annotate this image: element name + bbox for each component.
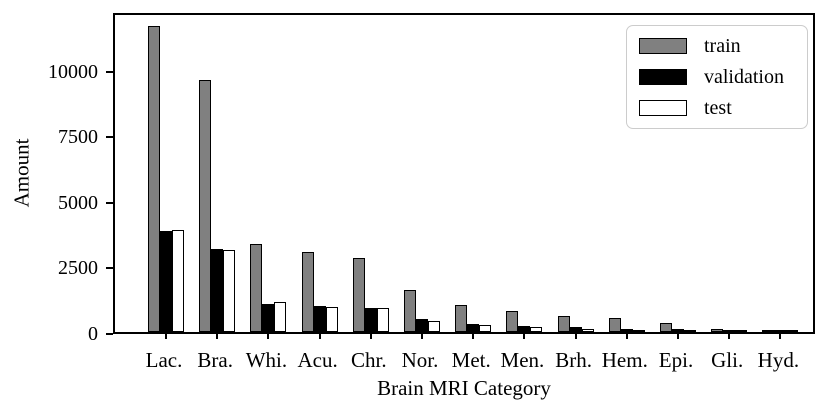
y-tick [106,70,113,73]
x-tick-label: Chr. [351,348,387,372]
bar-train-whi [250,244,263,332]
legend-swatch-validation [639,69,687,85]
legend-label-train: train [704,35,741,57]
bar-train-nor [404,289,416,332]
bar-test-brh [581,328,594,332]
x-tick-label: Gli. [711,348,744,372]
x-tick-label: Men. [500,348,545,372]
x-tick-label: Brh. [555,348,592,372]
y-tick-label: 0 [88,323,98,345]
bar-validation-bra [211,249,224,332]
x-tick [421,332,423,339]
y-tick [106,333,113,335]
x-tick [677,332,679,339]
x-tick [165,332,167,339]
bar-validation-men [518,325,531,332]
x-tick [728,332,731,339]
x-tick-label: Acu. [297,348,338,372]
bar-test-acu [325,307,338,332]
bar-train-lac [148,26,160,332]
y-tick-label: 10000 [48,60,98,83]
bar-train-bra [199,80,212,332]
bar-test-bra [223,249,236,332]
bar-train-acu [301,252,314,332]
bar-train-met [455,305,468,332]
bar-test-lac [172,229,184,332]
y-tick-label: 5000 [58,191,98,214]
bar-train-hyd [762,329,775,332]
x-tick-label: Met. [451,348,491,372]
y-tick [106,267,113,270]
bar-train-epi [660,323,672,332]
x-tick-label: Nor. [401,348,439,372]
x-tick [779,332,782,339]
x-tick [267,332,270,339]
y-axis-title: Amount [9,138,34,208]
x-tick [369,332,372,339]
x-tick-label: Hyd. [757,348,800,372]
bar-validation-acu [313,305,326,332]
bar-validation-lac [160,231,172,332]
y-tick [106,201,113,204]
bar-validation-nor [416,318,428,332]
legend-label-test: test [704,97,732,119]
y-tick-label: 2500 [58,257,98,280]
x-tick-label: Whi. [245,348,288,372]
bar-test-met [479,324,492,332]
bar-train-chr [352,258,365,332]
y-tick-label: 7500 [58,126,98,149]
x-tick [574,332,577,339]
x-tick [318,332,321,339]
x-tick [216,332,219,339]
bar-validation-brh [569,327,582,332]
bar-validation-epi [672,328,684,332]
x-tick [523,332,526,339]
legend-item-validation: validation [639,67,795,87]
bar-test-men [530,326,543,332]
x-tick [472,332,475,339]
bar-test-epi [684,329,696,332]
bar-validation-whi [262,303,275,332]
bar-test-hyd [786,330,799,332]
x-tick-label: Lac. [145,348,183,372]
bar-test-chr [376,308,389,332]
legend-label-validation: validation [704,66,784,88]
legend-swatch-train [639,38,687,54]
bar-validation-gli [723,330,736,332]
bar-test-nor [428,320,440,332]
bar-train-men [506,311,519,332]
bar-validation-chr [364,308,377,332]
x-tick [625,332,628,339]
legend-item-train: train [639,36,795,56]
bar-test-hem [632,329,645,332]
bar-validation-hyd [774,330,787,332]
legend-swatch-test [639,100,687,116]
bar-test-gli [735,330,748,332]
bar-validation-met [467,323,480,332]
x-axis-title: Brain MRI Category [377,376,551,400]
x-tick-label: Hem. [601,348,648,372]
legend-item-test: test [639,98,795,118]
bar-train-hem [608,317,621,332]
bar-test-whi [274,302,287,332]
y-tick [106,136,113,139]
legend: train validation test [626,25,808,129]
bar-train-gli [711,328,724,332]
x-tick-label: Epi. [658,348,694,372]
bar-train-brh [557,315,570,332]
bar-validation-hem [620,328,633,332]
x-tick-label: Bra. [197,348,233,372]
